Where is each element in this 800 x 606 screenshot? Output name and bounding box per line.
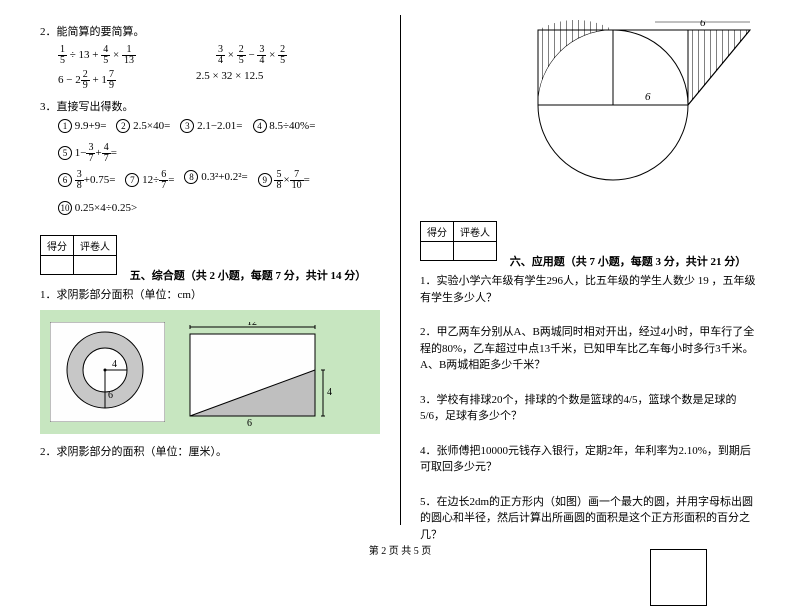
q6-1: 1．实验小学六年级有学生296人，比五年级的学生人数少 19 ，五年级有学生多少…	[420, 273, 760, 306]
q6-2: 2．甲乙两车分别从A、B两城同时相对开出，经过4小时，甲车行了全程的80%，乙车…	[420, 324, 760, 374]
q3-item: 4 8.5÷40%=	[253, 119, 316, 133]
expr: 34 × 25 − 34 × 25	[216, 45, 287, 66]
circle-radius-label: 6	[645, 91, 651, 103]
q3-title: 3．直接写出得数。	[40, 99, 380, 116]
q5-square	[650, 549, 707, 606]
q5-2: 2．求阴影部分的面积（单位：厘米）。	[40, 444, 380, 461]
q3-item: 10 0.25×4÷0.25>	[58, 201, 137, 215]
figure-green-box: 4 6 12 4 6	[40, 310, 380, 434]
q3-item: 5 1−37+47=	[58, 143, 117, 164]
score-label: 得分	[421, 222, 454, 242]
ring-figure: 4 6	[50, 322, 165, 422]
q3-item: 8 0.3²+0.2²=	[184, 170, 247, 191]
q5-1: 1．求阴影部分面积（单位：cm）	[40, 287, 380, 304]
right-column: 6 6 得分 评卷人 六、应用题（共 7 小题，每题 3 分，共计 21 分） …	[420, 20, 760, 606]
expr: 15 ÷ 13 + 45 × 113	[58, 45, 136, 66]
tri-right-label: 4	[327, 387, 332, 398]
q3-item: 3 2.1−2.01=	[180, 119, 242, 133]
q2-expressions: 15 ÷ 13 + 45 × 113 34 × 25 − 34 × 25 6 −…	[58, 45, 380, 91]
section6-title: 六、应用题（共 7 小题，每题 3 分，共计 21 分）	[510, 256, 747, 268]
expr: 6 − 229 + 179	[58, 70, 116, 91]
ring-inner-label: 4	[112, 359, 117, 370]
circle-top-label: 6	[700, 20, 706, 29]
score-label: 得分	[41, 236, 74, 256]
tri-top-label: 12	[247, 322, 257, 328]
q3-item: 9 58×710=	[258, 170, 310, 191]
ring-bottom-label: 6	[108, 390, 113, 401]
tri-bottom-label: 6	[247, 418, 252, 427]
score-box-right: 得分 评卷人	[420, 221, 497, 261]
q3-item: 7 12÷67=	[125, 170, 174, 191]
circle-diagram: 6 6	[500, 20, 755, 210]
page: 2．能简算的要简算。 15 ÷ 13 + 45 × 113 34 × 25 − …	[0, 0, 800, 565]
triangle-figure: 12 4 6	[185, 322, 335, 422]
q3-item: 6 38+0.75=	[58, 170, 115, 191]
grader-label: 评卷人	[74, 236, 117, 256]
expr: 2.5 × 32 × 12.5	[196, 70, 263, 91]
column-divider	[400, 15, 401, 525]
page-footer: 第 2 页 共 5 页	[0, 542, 800, 557]
q6-4: 4．张师傅把10000元钱存入银行，定期2年，年利率为2.10%，到期后可取回多…	[420, 443, 760, 476]
q2-title: 2．能简算的要简算。	[40, 24, 380, 41]
q3-row1: 1 9.9+9= 2 2.5×40= 3 2.1−2.01= 4 8.5÷40%…	[58, 119, 380, 164]
section5-title: 五、综合题（共 2 小题，每题 7 分，共计 14 分）	[130, 270, 367, 282]
q3-row2: 6 38+0.75= 7 12÷67= 8 0.3²+0.2²= 9 58×71…	[58, 170, 380, 215]
q3-item: 1 9.9+9=	[58, 119, 106, 133]
grader-label: 评卷人	[454, 222, 497, 242]
q6-3: 3．学校有排球20个，排球的个数是篮球的4/5，篮球个数是足球的5/6，足球有多…	[420, 392, 760, 425]
score-box: 得分 评卷人	[40, 235, 117, 275]
q3-item: 2 2.5×40=	[116, 119, 170, 133]
left-column: 2．能简算的要简算。 15 ÷ 13 + 45 × 113 34 × 25 − …	[40, 20, 380, 464]
q6-5: 5．在边长2dm的正方形内（如图）画一个最大的圆，并用字母标出圆的圆心和半径，然…	[420, 494, 760, 544]
